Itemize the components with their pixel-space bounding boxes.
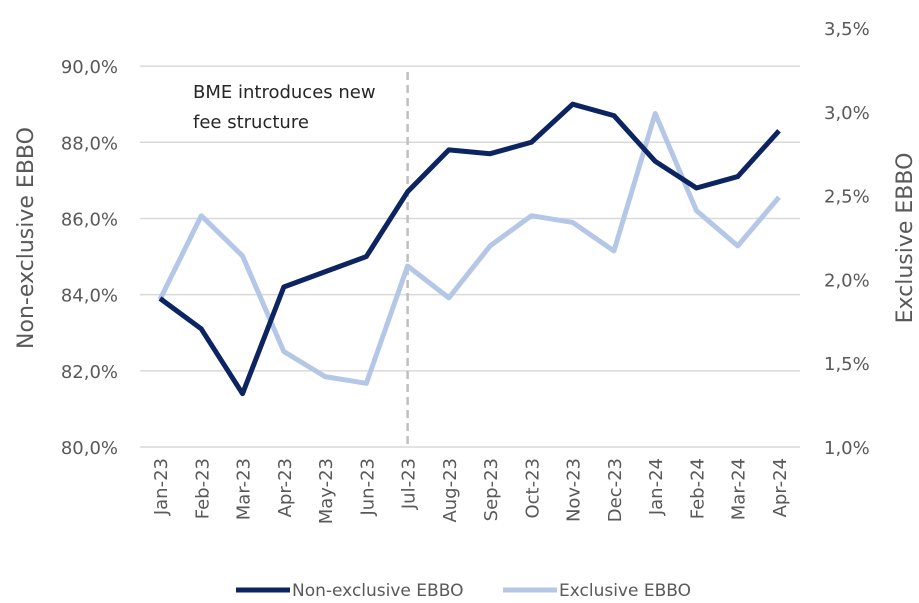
x-tick-label: Nov-23 bbox=[564, 458, 585, 522]
x-tick-label: May-23 bbox=[316, 458, 337, 524]
annotation-text: fee structure bbox=[193, 112, 309, 133]
y2-tick-label: 3,5% bbox=[824, 19, 870, 40]
annotation-text: BME introduces new bbox=[193, 82, 376, 103]
y2-axis-label: Exclusive EBBO bbox=[893, 153, 918, 324]
y-tick-label: 82,0% bbox=[61, 362, 118, 383]
y2-tick-label: 2,5% bbox=[824, 187, 870, 208]
x-tick-label: Apr-24 bbox=[770, 458, 791, 517]
x-tick-label: Dec-23 bbox=[605, 458, 626, 522]
y-tick-label: 90,0% bbox=[61, 57, 118, 78]
x-tick-label: Jun-23 bbox=[357, 458, 378, 517]
x-tick-label: Aug-23 bbox=[440, 458, 461, 523]
x-tick-label: Jan-24 bbox=[646, 458, 667, 516]
legend-label: Exclusive EBBO bbox=[559, 581, 691, 599]
x-tick-label: Feb-24 bbox=[687, 458, 708, 519]
y2-tick-label: 2,0% bbox=[824, 270, 870, 291]
x-tick-label: Oct-23 bbox=[522, 458, 543, 519]
series-line bbox=[157, 110, 781, 386]
y-axis-label: Non-exclusive EBBO bbox=[14, 127, 39, 349]
y-tick-label: 86,0% bbox=[61, 209, 118, 230]
y-tick-label: 88,0% bbox=[61, 133, 118, 154]
legend-label: Non-exclusive EBBO bbox=[292, 581, 463, 599]
x-tick-label: Jul-23 bbox=[399, 458, 420, 510]
y-tick-label: 84,0% bbox=[61, 286, 118, 307]
y2-tick-label: 1,5% bbox=[824, 354, 870, 375]
x-tick-label: Feb-23 bbox=[192, 458, 213, 519]
y2-tick-label: 3,0% bbox=[824, 103, 870, 124]
x-tick-label: Apr-23 bbox=[275, 458, 296, 517]
x-tick-label: Jan-23 bbox=[151, 458, 172, 516]
series-line bbox=[158, 101, 781, 397]
x-tick-label: Mar-24 bbox=[729, 458, 750, 520]
x-tick-label: Sep-23 bbox=[481, 458, 502, 521]
y2-tick-label: 1,0% bbox=[824, 438, 870, 459]
x-tick-label: Mar-23 bbox=[234, 458, 255, 520]
y-tick-label: 80,0% bbox=[61, 438, 118, 459]
